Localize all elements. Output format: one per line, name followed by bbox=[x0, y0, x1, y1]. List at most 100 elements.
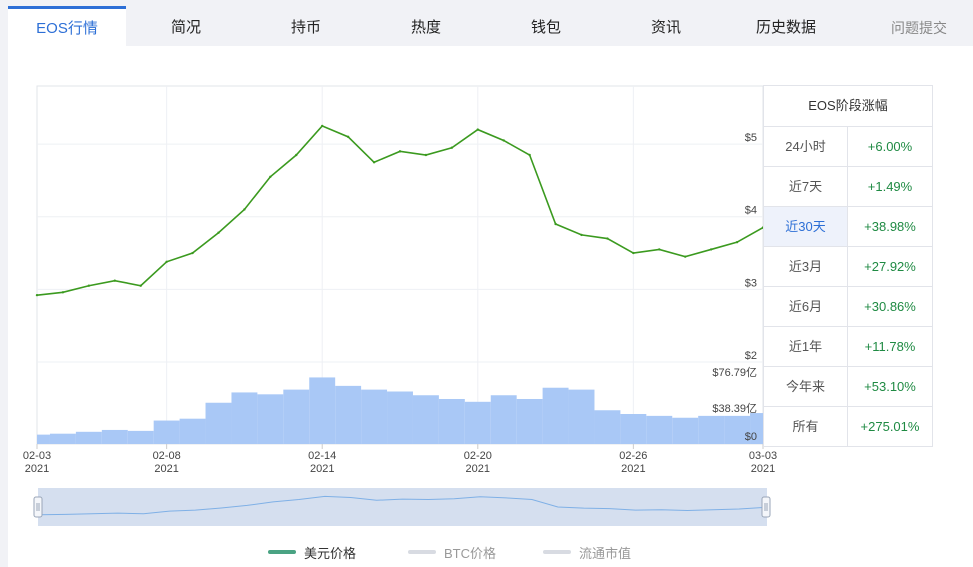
tab-eos-market[interactable]: EOS行情 bbox=[8, 6, 126, 46]
legend-btc-price[interactable]: BTC价格 bbox=[408, 543, 496, 561]
period-label[interactable]: 24小时 bbox=[764, 127, 848, 167]
performance-row[interactable]: 近7天 +1.49% bbox=[764, 167, 933, 207]
price-point bbox=[450, 146, 454, 149]
x-tick-label: 02-14 bbox=[308, 450, 336, 462]
price-tick-label: $2 bbox=[745, 350, 757, 362]
volume-series bbox=[37, 377, 763, 444]
volume-bar bbox=[620, 413, 647, 444]
volume-bar bbox=[283, 389, 310, 444]
volume-bar bbox=[101, 429, 128, 444]
tab-overview[interactable]: 简况 bbox=[170, 19, 201, 36]
price-point bbox=[632, 251, 635, 255]
volume-bar bbox=[568, 389, 595, 444]
volume-axis: $0 $38.39亿 $76.79亿 bbox=[712, 366, 757, 443]
performance-row[interactable]: 今年来 +53.10% bbox=[764, 367, 933, 407]
navigator-window[interactable] bbox=[38, 488, 767, 526]
price-point bbox=[398, 150, 402, 153]
volume-bar bbox=[335, 385, 362, 444]
x-tick-label: 02-03 bbox=[23, 450, 51, 462]
period-change: +38.98% bbox=[848, 207, 933, 247]
x-tick-year: 2021 bbox=[621, 463, 645, 475]
navigator-right-handle[interactable] bbox=[761, 496, 771, 518]
volume-bar bbox=[75, 431, 102, 444]
x-tick-label: 02-08 bbox=[153, 450, 181, 462]
period-change: +275.01% bbox=[848, 407, 933, 447]
volume-tick-label: $0 bbox=[745, 431, 757, 443]
volume-bar bbox=[490, 395, 517, 444]
legend-swatch bbox=[543, 550, 571, 554]
performance-row[interactable]: 近1年 +11.78% bbox=[764, 327, 933, 367]
navigator-line bbox=[39, 495, 766, 516]
price-point bbox=[606, 237, 609, 240]
performance-row[interactable]: 近3月 +27.92% bbox=[764, 247, 933, 287]
volume-bar bbox=[179, 418, 206, 444]
price-point bbox=[658, 248, 661, 251]
chart-grid bbox=[37, 86, 763, 444]
price-point bbox=[321, 124, 324, 128]
volume-bar bbox=[646, 415, 673, 444]
x-tick-year: 2021 bbox=[310, 463, 334, 475]
price-point bbox=[217, 231, 220, 234]
price-tick-label: $5 bbox=[745, 132, 757, 144]
feedback-link[interactable]: 问题提交 bbox=[891, 20, 947, 36]
content-panel bbox=[8, 46, 973, 567]
tab-bar: EOS行情 简况 持币 热度 钱包 资讯 历史数据 问题提交 bbox=[8, 6, 973, 46]
performance-table: EOS阶段涨幅 24小时 +6.00% 近7天 +1.49% 近30天 +38.… bbox=[763, 85, 933, 447]
period-change: +6.00% bbox=[848, 127, 933, 167]
price-point bbox=[346, 135, 350, 139]
chart-frame bbox=[36, 85, 764, 445]
price-point bbox=[580, 233, 583, 237]
volume-bar bbox=[49, 433, 76, 444]
period-change: +27.92% bbox=[848, 247, 933, 287]
period-change: +53.10% bbox=[848, 367, 933, 407]
price-point bbox=[735, 240, 739, 244]
volume-bar bbox=[37, 434, 50, 444]
period-label[interactable]: 近7天 bbox=[764, 167, 848, 207]
price-tick-label: $4 bbox=[745, 205, 757, 217]
performance-title: EOS阶段涨幅 bbox=[764, 86, 933, 127]
period-label[interactable]: 近3月 bbox=[764, 247, 848, 287]
legend-market-cap[interactable]: 流通市值 bbox=[543, 543, 631, 561]
performance-row[interactable]: 近30天 +38.98% bbox=[764, 207, 933, 247]
performance-row[interactable]: 24小时 +6.00% bbox=[764, 127, 933, 167]
tab-holdings[interactable]: 持币 bbox=[290, 19, 321, 36]
x-tick-year: 2021 bbox=[751, 463, 775, 475]
price-point bbox=[113, 279, 116, 282]
tab-wallet[interactable]: 钱包 bbox=[530, 19, 561, 36]
volume-bar bbox=[153, 420, 180, 444]
x-tick-label: 02-26 bbox=[619, 450, 647, 462]
price-point bbox=[191, 251, 194, 255]
tab-history[interactable]: 历史数据 bbox=[755, 19, 816, 36]
tab-news[interactable]: 资讯 bbox=[650, 19, 681, 36]
volume-bar bbox=[516, 398, 543, 444]
performance-row[interactable]: 所有 +275.01% bbox=[764, 407, 933, 447]
period-label[interactable]: 近6月 bbox=[764, 287, 848, 327]
volume-bar bbox=[205, 402, 232, 444]
price-point bbox=[528, 153, 531, 157]
x-tick-label: 03-03 bbox=[749, 450, 777, 462]
period-label[interactable]: 近1年 bbox=[764, 327, 848, 367]
price-point bbox=[476, 128, 479, 131]
legend-usd-price[interactable]: 美元价格 bbox=[268, 543, 356, 561]
period-label[interactable]: 所有 bbox=[764, 407, 848, 447]
volume-bar bbox=[361, 389, 388, 444]
price-point bbox=[243, 208, 246, 211]
volume-bar bbox=[594, 410, 621, 444]
price-point bbox=[295, 153, 298, 157]
period-label[interactable]: 今年来 bbox=[764, 367, 848, 407]
tab-popularity[interactable]: 热度 bbox=[410, 19, 441, 36]
x-tick-year: 2021 bbox=[154, 463, 178, 475]
legend-swatch bbox=[268, 550, 296, 554]
legend-label: BTC价格 bbox=[444, 545, 497, 561]
volume-bar bbox=[127, 430, 154, 444]
period-label[interactable]: 近30天 bbox=[764, 207, 848, 247]
volume-bar bbox=[750, 413, 763, 444]
navigator-left-handle[interactable] bbox=[33, 496, 43, 518]
performance-row[interactable]: 近6月 +30.86% bbox=[764, 287, 933, 327]
legend-label: 流通市值 bbox=[579, 545, 632, 561]
price-point bbox=[424, 153, 428, 157]
volume-bar bbox=[698, 415, 725, 444]
legend-label: 美元价格 bbox=[304, 545, 357, 561]
volume-bar bbox=[724, 415, 751, 444]
